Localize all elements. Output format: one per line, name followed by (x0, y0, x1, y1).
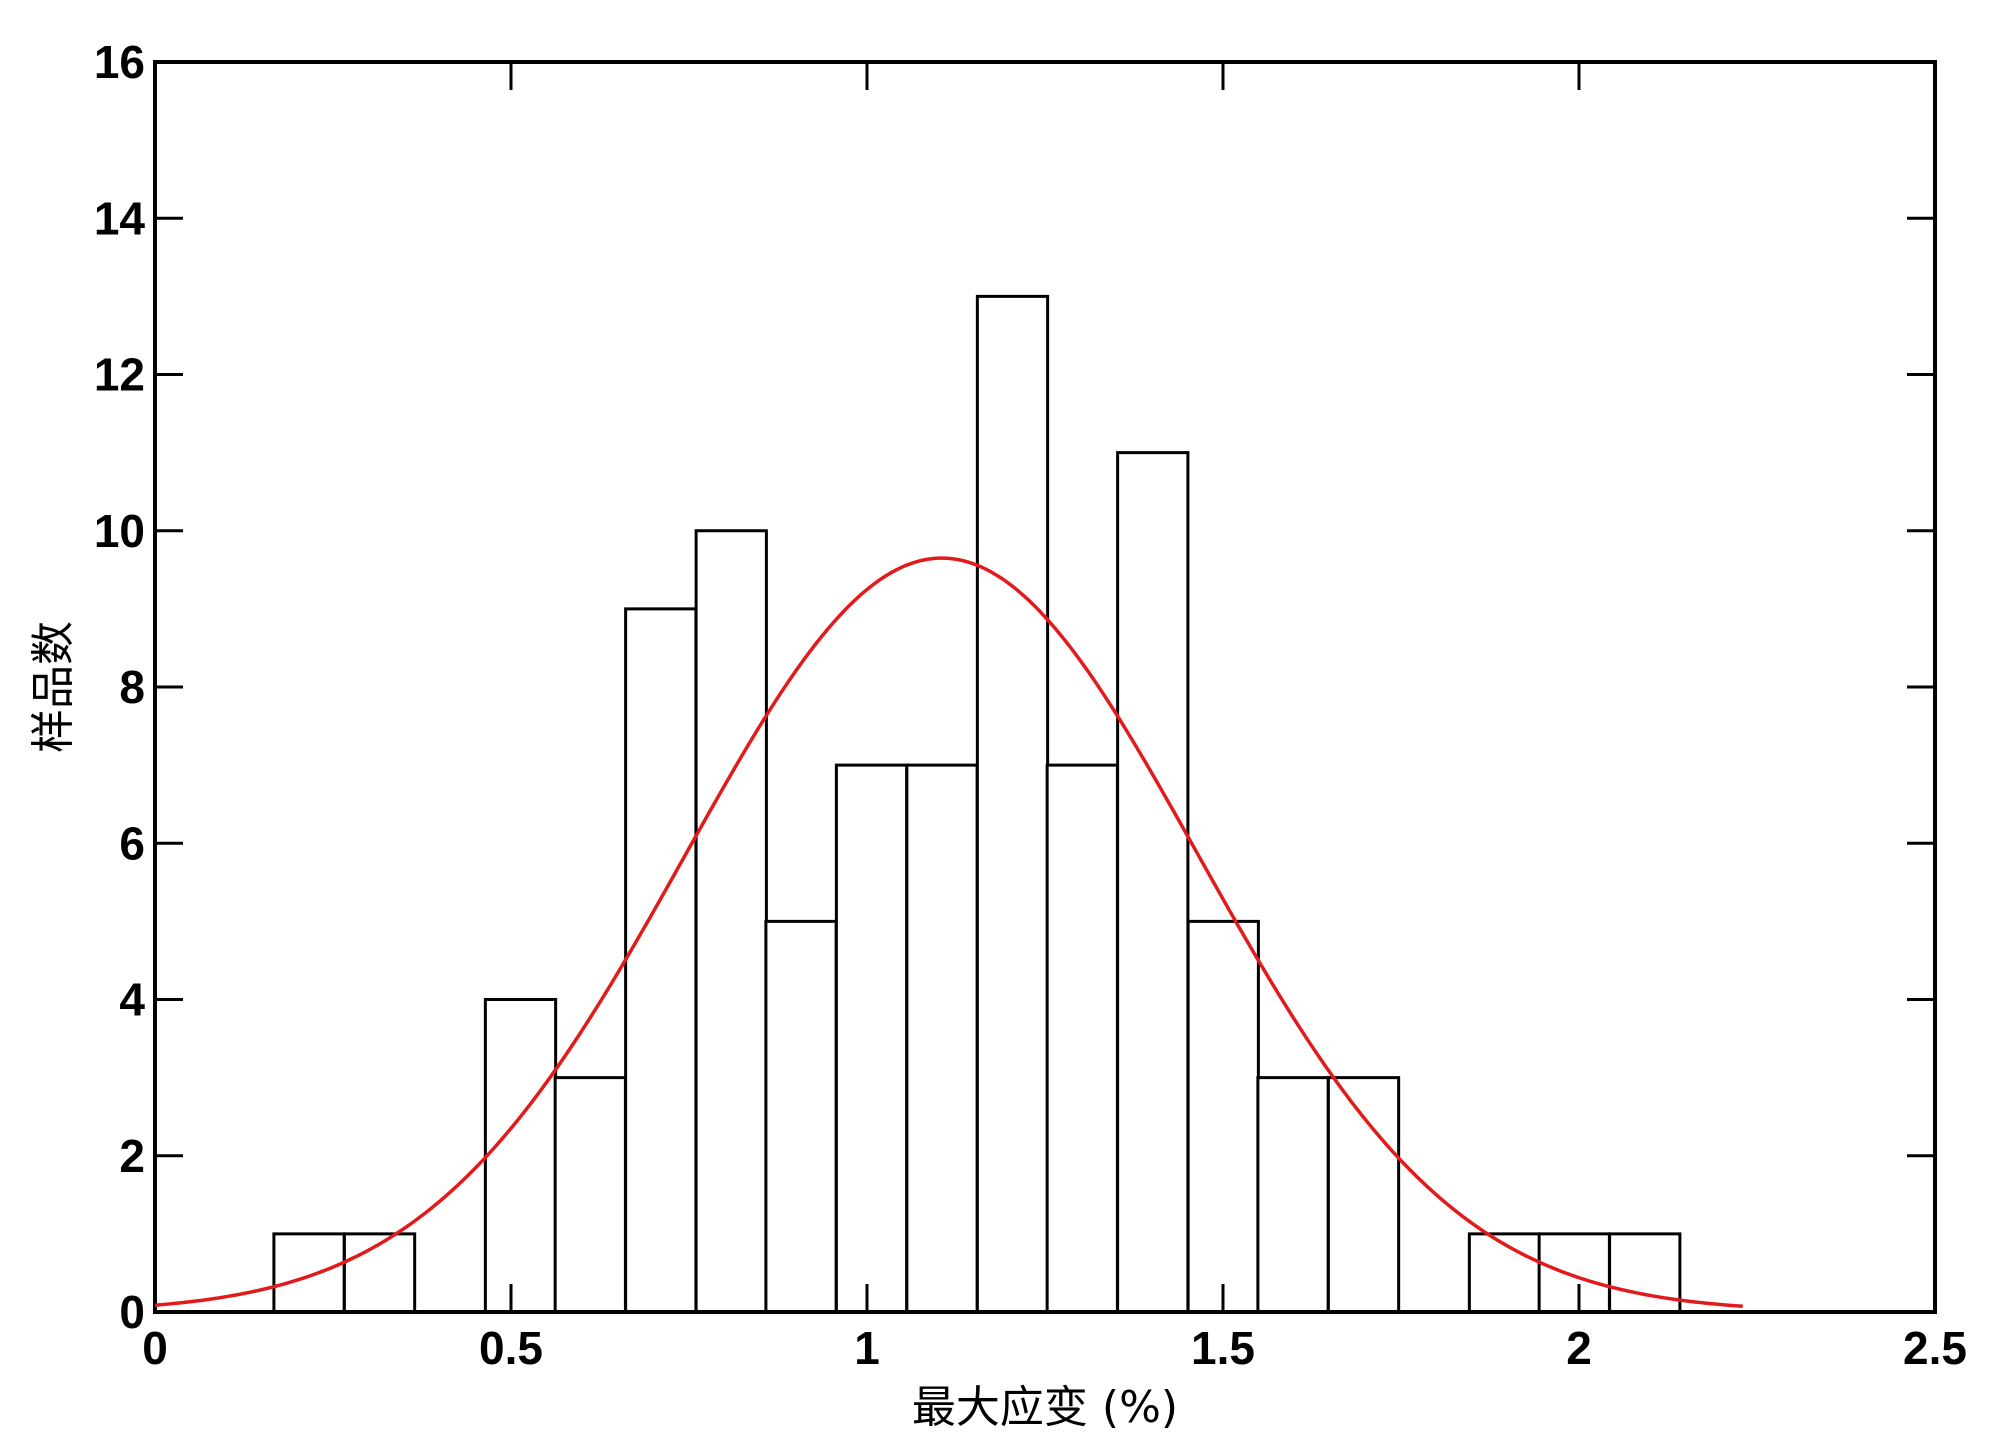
histogram-bar (483, 998, 558, 1314)
histogram-bar (764, 919, 838, 1314)
y-tick-label: 10 (94, 505, 145, 557)
y-tick-label: 6 (119, 817, 145, 869)
y-tick-labels: 0 2 4 6 8 10 12 14 16 (94, 36, 146, 1338)
histogram-bar (834, 763, 909, 1314)
y-axis-label: 样品数 (28, 621, 79, 753)
histogram-bar (905, 763, 979, 1314)
y-tick-label: 4 (119, 974, 145, 1026)
x-tick-label: 0.5 (479, 1322, 543, 1374)
histogram-bar (975, 294, 1050, 1314)
histogram-bar (1186, 919, 1260, 1314)
x-tick-label: 1.5 (1191, 1322, 1255, 1374)
histogram-bars (272, 294, 1682, 1314)
x-tick-label: 2 (1566, 1322, 1592, 1374)
plot-frame (153, 60, 1937, 1314)
y-tick-label: 12 (94, 349, 145, 401)
histogram-bar (1326, 1076, 1401, 1314)
x-axis-label: 最大应变 (%) (912, 1382, 1178, 1433)
y-tick-label: 16 (94, 36, 145, 88)
normal-fit-curve (154, 556, 1743, 1309)
x-tick-label: 0 (142, 1322, 168, 1374)
histogram-bar (1045, 763, 1119, 1314)
histogram-bar (1537, 1232, 1611, 1314)
histogram-bar (272, 1232, 346, 1314)
histogram-bar (624, 607, 698, 1314)
histogram-bar (1467, 1232, 1542, 1314)
histogram-bar (1116, 451, 1190, 1314)
y-tick-label: 8 (119, 661, 145, 713)
histogram-bar (1256, 1076, 1330, 1314)
x-tick-label: 1 (854, 1322, 880, 1374)
y-tick-label: 2 (119, 1130, 145, 1182)
x-tick-labels: 0 0.5 1 1.5 2 2.5 (142, 1322, 1967, 1374)
x-tick-label: 2.5 (1903, 1322, 1967, 1374)
histogram-bar (553, 1076, 627, 1314)
y-tick-label: 0 (119, 1286, 145, 1338)
histogram-bar (694, 529, 768, 1314)
y-tick-label: 14 (94, 192, 146, 244)
